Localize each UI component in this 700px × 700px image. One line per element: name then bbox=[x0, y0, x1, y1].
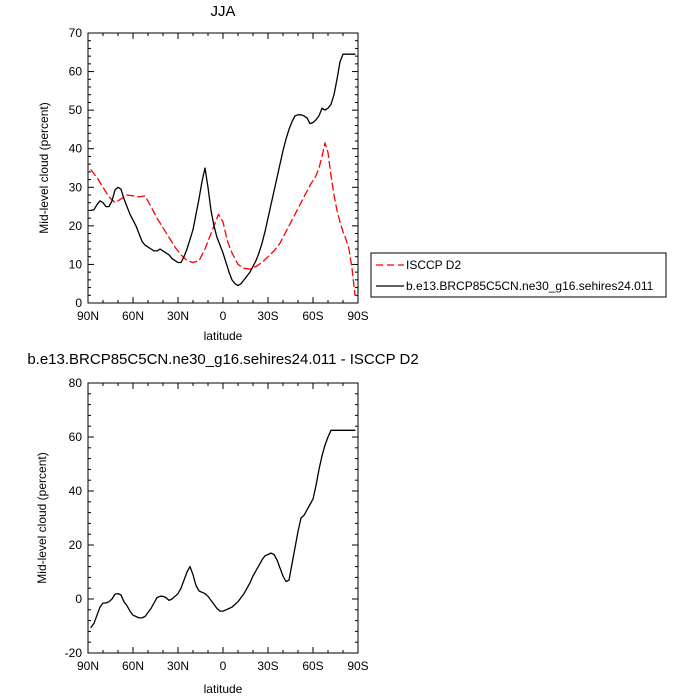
series-line-top-1 bbox=[90, 53, 356, 287]
x-tick-label: 90S bbox=[347, 309, 368, 323]
chart-bottom-x-tick-labels: 90N 60N 30N 0 30S 60S 90S bbox=[77, 659, 369, 673]
chart-top-series bbox=[90, 53, 356, 296]
legend-box bbox=[370, 252, 667, 298]
chart-bottom: b.e13.BRCP85C5CN.ne30_g16.sehires24.011 … bbox=[27, 351, 418, 696]
chart-top-x-axis-label: latitude bbox=[204, 329, 243, 343]
y-tick-label: 40 bbox=[69, 484, 83, 498]
x-tick-label: 90N bbox=[77, 659, 99, 673]
x-tick-label: 90N bbox=[77, 309, 99, 323]
y-tick-label: 20 bbox=[69, 538, 83, 552]
chart-top-y-tick-labels: 0 10 20 30 40 50 60 70 bbox=[69, 26, 83, 310]
series-line-bottom-0 bbox=[90, 429, 356, 629]
chart-top-title: JJA bbox=[210, 3, 235, 20]
chart-bottom-y-tick-labels: -20 0 20 40 60 80 bbox=[65, 376, 83, 660]
legend-label-model: b.e13.BRCP85C5CN.ne30_g16.sehires24.011 bbox=[406, 279, 654, 293]
x-tick-label: 0 bbox=[220, 309, 227, 323]
chart-bottom-y-axis-label: Mid-level cloud (percent) bbox=[35, 452, 49, 583]
y-tick-label: 80 bbox=[69, 376, 83, 390]
x-tick-label: 30N bbox=[167, 309, 189, 323]
chart-top: JJA 90N 60N 30N 0 30S 60S 90S 010203040506070 … bbox=[37, 3, 667, 343]
series-line-top-0 bbox=[90, 142, 356, 296]
chart-top-legend: ISCCP D2 b.e13.BRCP85C5CN.ne30_g16.sehir… bbox=[370, 252, 667, 298]
chart-bottom-ticks bbox=[87, 382, 359, 654]
y-tick-label: 50 bbox=[69, 103, 83, 117]
y-tick-label: 60 bbox=[69, 65, 83, 79]
chart-bottom-series bbox=[90, 429, 356, 629]
y-tick-label: 30 bbox=[69, 180, 83, 194]
x-tick-label: 30N bbox=[167, 659, 189, 673]
chart-bottom-x-axis-label: latitude bbox=[204, 682, 243, 696]
y-tick-label: 20 bbox=[69, 219, 83, 233]
chart-top-y-axis-label: Mid-level cloud (percent) bbox=[37, 102, 51, 233]
x-tick-label: 60N bbox=[122, 659, 144, 673]
y-tick-label: 0 bbox=[75, 592, 82, 606]
chart-top-x-tick-labels: 90N 60N 30N 0 30S 60S 90S bbox=[77, 309, 369, 323]
y-tick-label: -20 bbox=[65, 646, 83, 660]
legend-label-isccp: ISCCP D2 bbox=[406, 258, 461, 272]
chart-top-ticks bbox=[87, 32, 359, 304]
x-tick-label: 90S bbox=[347, 659, 368, 673]
y-tick-label: 60 bbox=[69, 430, 83, 444]
x-tick-label: 30S bbox=[257, 309, 278, 323]
y-tick-label: 0 bbox=[75, 296, 82, 310]
y-tick-label: 10 bbox=[69, 257, 83, 271]
chart-top-plot-frame bbox=[87, 32, 359, 304]
y-tick-label: 40 bbox=[69, 142, 83, 156]
chart-bottom-plot-frame bbox=[87, 382, 359, 654]
chart-bottom-title: b.e13.BRCP85C5CN.ne30_g16.sehires24.011 … bbox=[27, 351, 418, 368]
x-tick-label: 60N bbox=[122, 309, 144, 323]
y-tick-label: 70 bbox=[69, 26, 83, 40]
x-tick-label: 30S bbox=[257, 659, 278, 673]
x-tick-label: 60S bbox=[302, 659, 323, 673]
x-tick-label: 0 bbox=[220, 659, 227, 673]
x-tick-label: 60S bbox=[302, 309, 323, 323]
